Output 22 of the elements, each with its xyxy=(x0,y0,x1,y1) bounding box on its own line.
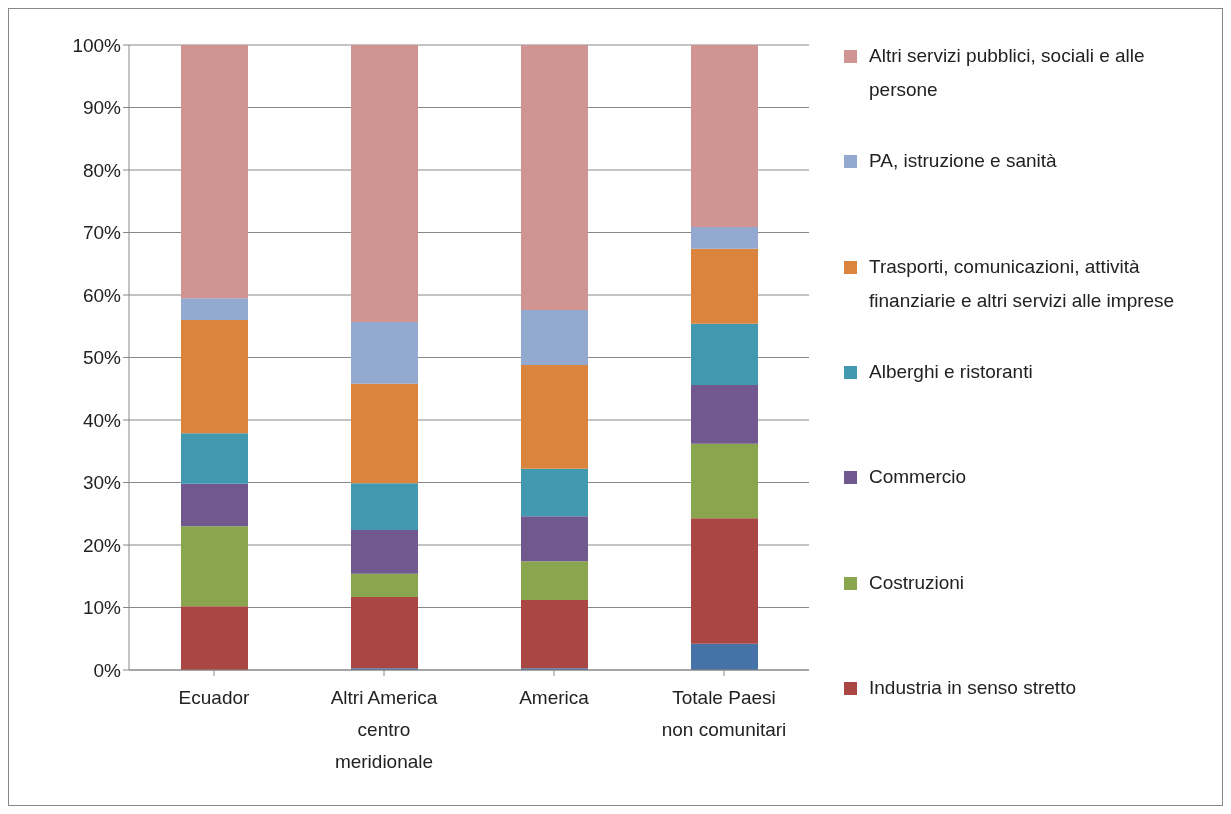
y-tick-label: 40% xyxy=(82,409,122,431)
legend-label: Costruzioni xyxy=(869,570,965,595)
y-tick-label: 20% xyxy=(82,534,122,556)
legend-label: Industria in senso stretto xyxy=(869,675,1076,700)
legend-label: PA, istruzione e sanità xyxy=(869,149,1057,174)
y-tick-label: 100% xyxy=(72,34,122,56)
y-tick-label: 0% xyxy=(93,659,122,681)
legend-label: Altri servizi pubblici, sociali e alle persone xyxy=(869,44,1146,102)
y-tick-label: 90% xyxy=(82,97,122,119)
y-tick-label: 70% xyxy=(82,222,122,244)
x-tick-label: America xyxy=(519,687,590,708)
y-tick-label: 80% xyxy=(82,159,122,181)
x-tick-label: Totale Paesi non comunitari xyxy=(661,687,787,740)
y-tick-label: 10% xyxy=(82,597,122,619)
x-tick-label: Ecuador xyxy=(178,687,251,708)
legend-label: Trasporti, comunicazioni, attività finanziarie e altri servizi alle imprese xyxy=(869,254,1176,313)
y-tick-label: 50% xyxy=(82,347,122,369)
legend-label: Commercio xyxy=(869,465,967,490)
x-tick-label: Altri America centro meridionale xyxy=(330,687,438,772)
y-tick-label: 30% xyxy=(82,472,122,494)
legend-label: Alberghi e ristoranti xyxy=(869,360,1033,384)
y-tick-label: 60% xyxy=(82,284,122,306)
